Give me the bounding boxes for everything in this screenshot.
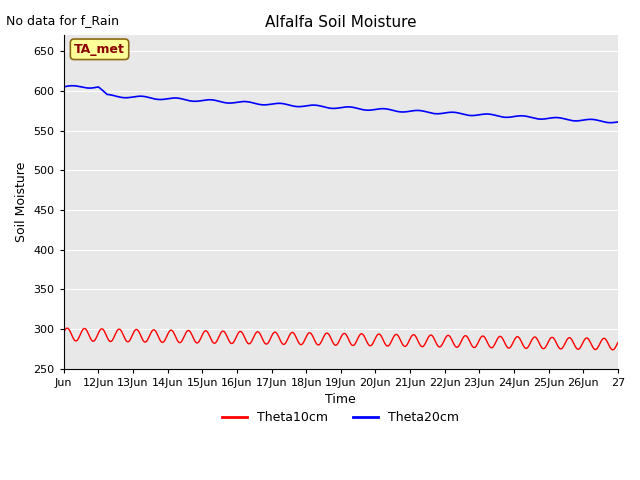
Theta20cm [68, 83, 76, 89]
Theta20cm [255, 101, 262, 107]
Theta10cm [430, 335, 438, 341]
Legend: Theta10cm, Theta20cm: Theta10cm, Theta20cm [218, 406, 464, 429]
Theta20cm [430, 110, 438, 116]
Theta10cm [609, 347, 617, 353]
Theta20cm [60, 84, 68, 90]
Theta10cm [399, 341, 406, 347]
Theta20cm [276, 100, 284, 106]
Y-axis label: Soil Moisture: Soil Moisture [15, 162, 28, 242]
Theta10cm [276, 336, 284, 342]
Theta10cm [227, 341, 235, 347]
Line: Theta10cm: Theta10cm [64, 328, 618, 350]
Text: No data for f_Rain: No data for f_Rain [6, 14, 120, 27]
Line: Theta20cm: Theta20cm [64, 86, 618, 123]
Theta10cm [63, 325, 71, 331]
Theta20cm [607, 120, 614, 126]
X-axis label: Time: Time [325, 393, 356, 406]
Theta20cm [227, 100, 235, 106]
Theta10cm [614, 340, 621, 346]
Theta20cm [399, 109, 406, 115]
Title: Alfalfa Soil Moisture: Alfalfa Soil Moisture [265, 15, 417, 30]
Theta20cm [614, 119, 621, 125]
Theta20cm [125, 95, 133, 100]
Theta10cm [60, 330, 68, 336]
Theta10cm [125, 338, 133, 344]
Text: TA_met: TA_met [74, 43, 125, 56]
Theta10cm [255, 329, 262, 335]
